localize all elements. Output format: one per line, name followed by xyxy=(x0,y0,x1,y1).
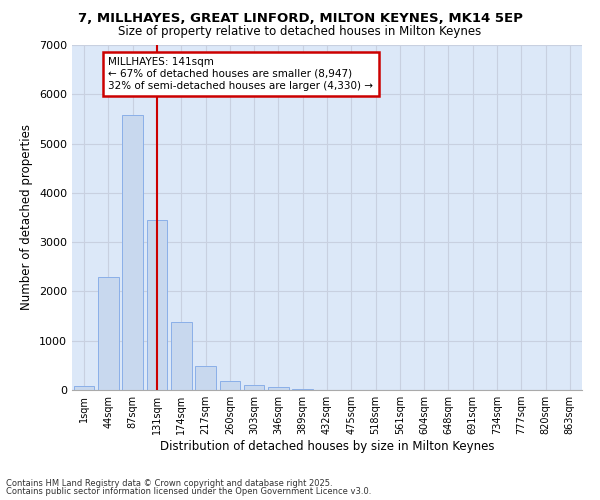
Bar xyxy=(122,115,143,390)
Bar xyxy=(268,387,289,390)
X-axis label: Distribution of detached houses by size in Milton Keynes: Distribution of detached houses by size … xyxy=(160,440,494,453)
Bar xyxy=(171,322,191,390)
Text: Contains public sector information licensed under the Open Government Licence v3: Contains public sector information licen… xyxy=(6,487,371,496)
Bar xyxy=(74,386,94,390)
Text: 7, MILLHAYES, GREAT LINFORD, MILTON KEYNES, MK14 5EP: 7, MILLHAYES, GREAT LINFORD, MILTON KEYN… xyxy=(77,12,523,26)
Text: Contains HM Land Registry data © Crown copyright and database right 2025.: Contains HM Land Registry data © Crown c… xyxy=(6,478,332,488)
Bar xyxy=(98,276,119,390)
Text: MILLHAYES: 141sqm
← 67% of detached houses are smaller (8,947)
32% of semi-detac: MILLHAYES: 141sqm ← 67% of detached hous… xyxy=(109,58,373,90)
Text: Size of property relative to detached houses in Milton Keynes: Size of property relative to detached ho… xyxy=(118,25,482,38)
Bar xyxy=(220,380,240,390)
Y-axis label: Number of detached properties: Number of detached properties xyxy=(20,124,34,310)
Bar xyxy=(195,366,216,390)
Bar xyxy=(292,388,313,390)
Bar xyxy=(146,220,167,390)
Bar xyxy=(244,385,265,390)
